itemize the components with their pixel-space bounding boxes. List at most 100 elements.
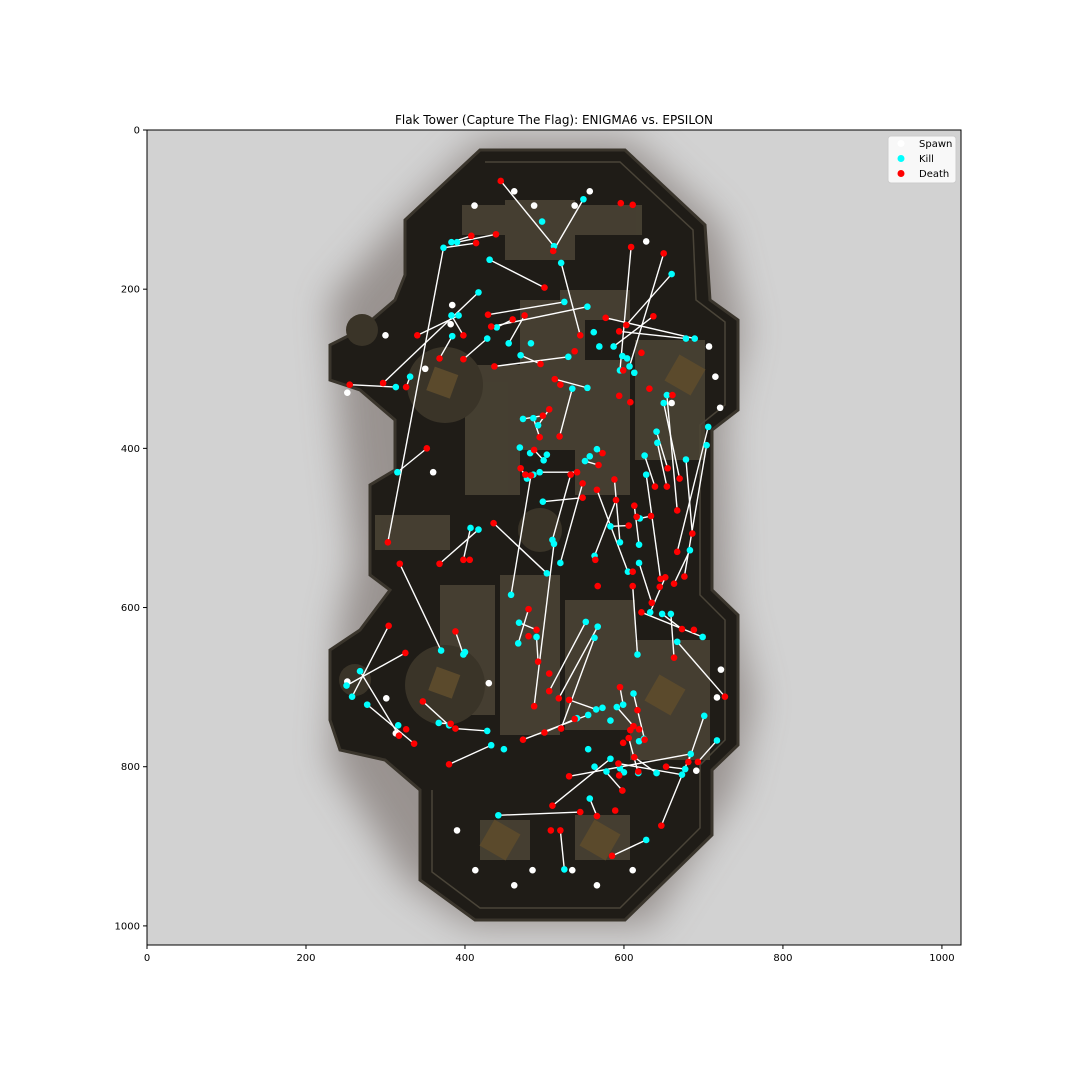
kill-point-67: [516, 619, 523, 626]
kill-point-36: [683, 456, 690, 463]
kill-point-74: [582, 458, 589, 465]
death-point-59: [611, 476, 618, 483]
death-point-84: [592, 556, 599, 563]
death-point-44: [528, 472, 535, 479]
kill-point-92: [364, 701, 371, 708]
death-point-2: [629, 202, 636, 209]
death-point-33: [346, 381, 353, 388]
legend-marker-kill: [898, 155, 905, 162]
death-point-91: [546, 688, 553, 695]
kill-point-108: [603, 768, 610, 775]
death-point-106: [452, 628, 459, 635]
kill-point-16: [528, 340, 535, 347]
legend-label-kill: Kill: [919, 154, 934, 165]
death-point-39: [460, 556, 467, 563]
x-tick-label-400: 400: [455, 953, 474, 964]
kill-point-102: [599, 705, 606, 712]
death-point-120: [617, 684, 624, 691]
legend-label-death: Death: [919, 169, 949, 180]
kill-point-100: [585, 712, 592, 719]
spawn-point-27: [629, 867, 636, 874]
kill-point-107: [607, 755, 614, 762]
kill-point-9: [448, 312, 455, 319]
death-point-62: [631, 502, 638, 509]
death-point-63: [633, 514, 640, 521]
death-point-93: [558, 725, 565, 732]
death-point-45: [531, 447, 538, 454]
kill-point-38: [703, 442, 710, 449]
kill-point-42: [659, 611, 666, 618]
spawn-point-0: [471, 202, 478, 209]
death-point-134: [658, 822, 665, 829]
kill-point-98: [561, 866, 568, 873]
death-point-65: [629, 583, 636, 590]
death-point-68: [648, 513, 655, 520]
kill-point-87: [435, 720, 442, 727]
kill-point-34: [643, 471, 650, 478]
spawn-point-18: [718, 666, 725, 673]
death-point-49: [556, 433, 563, 440]
kill-point-103: [607, 717, 614, 724]
death-point-130: [663, 763, 670, 770]
kill-point-45: [636, 560, 643, 567]
death-point-97: [446, 761, 453, 768]
death-point-133: [722, 693, 729, 700]
death-point-8: [660, 250, 667, 257]
death-point-6: [550, 248, 557, 255]
kill-point-33: [641, 452, 648, 459]
death-point-53: [579, 480, 586, 487]
death-point-9: [541, 284, 548, 291]
death-point-40: [466, 556, 473, 563]
death-point-78: [671, 654, 678, 661]
kill-point-21: [610, 343, 617, 350]
kill-point-121: [714, 737, 721, 744]
kill-point-80: [475, 526, 482, 533]
spawn-point-28: [486, 680, 493, 687]
death-point-51: [557, 381, 564, 388]
kill-point-125: [674, 638, 681, 645]
kill-point-120: [701, 712, 708, 719]
kill-point-4: [539, 218, 546, 225]
kill-point-35: [654, 439, 661, 446]
kill-point-81: [407, 373, 414, 380]
kill-point-118: [679, 771, 686, 778]
kill-point-15: [517, 352, 524, 359]
kill-point-66: [508, 592, 515, 599]
kill-point-110: [620, 701, 627, 708]
death-point-60: [613, 497, 620, 504]
kill-point-64: [551, 541, 558, 548]
kill-point-82: [394, 469, 401, 476]
death-point-12: [616, 328, 623, 335]
spawn-point-1: [511, 188, 518, 195]
death-point-13: [623, 322, 630, 329]
death-point-41: [490, 520, 497, 527]
death-point-27: [436, 355, 443, 362]
death-point-85: [594, 583, 601, 590]
spawn-point-20: [693, 767, 700, 774]
death-point-80: [691, 627, 698, 634]
x-tick-label-600: 600: [614, 953, 633, 964]
kill-point-96: [395, 722, 402, 729]
kill-point-101: [593, 706, 600, 713]
legend-marker-death: [898, 170, 905, 177]
death-point-92: [555, 695, 562, 702]
death-point-116: [616, 772, 623, 779]
y-tick-label-1000: 1000: [115, 921, 140, 932]
kill-point-76: [586, 453, 593, 460]
spawn-point-21: [454, 827, 461, 834]
kill-point-43: [647, 609, 654, 616]
kill-point-106: [591, 763, 598, 770]
death-point-25: [460, 332, 467, 339]
death-point-19: [646, 385, 653, 392]
death-point-104: [402, 650, 409, 657]
death-point-5: [493, 231, 500, 238]
death-point-16: [620, 367, 627, 374]
kill-point-79: [467, 525, 474, 532]
death-point-24: [521, 312, 528, 319]
death-point-76: [681, 573, 688, 580]
kill-point-47: [617, 539, 624, 546]
death-point-34: [403, 384, 410, 391]
death-point-56: [595, 462, 602, 469]
kill-point-40: [699, 634, 706, 641]
